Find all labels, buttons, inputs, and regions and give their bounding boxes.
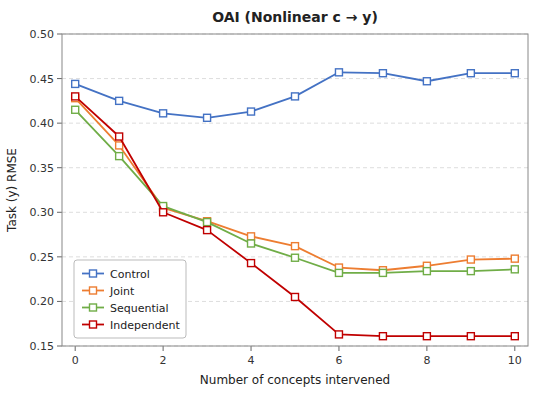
series-marker bbox=[467, 268, 474, 275]
y-tick bbox=[57, 256, 62, 257]
background bbox=[0, 0, 544, 396]
y-tick bbox=[57, 346, 62, 347]
series-marker bbox=[335, 269, 342, 276]
legend-marker bbox=[90, 304, 97, 311]
x-tick-label: 10 bbox=[508, 354, 522, 367]
y-tick bbox=[57, 34, 62, 35]
legend-label: Independent bbox=[110, 319, 180, 332]
x-tick bbox=[426, 346, 427, 351]
grid bbox=[62, 34, 528, 346]
series-marker bbox=[335, 69, 342, 76]
series-marker bbox=[292, 254, 299, 261]
series-marker bbox=[292, 293, 299, 300]
legend-marker bbox=[90, 270, 97, 277]
series-line bbox=[75, 98, 515, 270]
series-marker bbox=[160, 110, 167, 117]
series-marker bbox=[116, 97, 123, 104]
y-tick-label: 0.25 bbox=[30, 251, 55, 264]
legend-label: Joint bbox=[109, 285, 135, 298]
legend-marker bbox=[90, 321, 97, 328]
series-marker bbox=[379, 269, 386, 276]
legend: Control Joint Sequential Independent bbox=[74, 260, 186, 338]
series-line bbox=[75, 72, 515, 117]
series-marker bbox=[116, 153, 123, 160]
series-marker bbox=[248, 240, 255, 247]
y-tick-label: 0.45 bbox=[30, 73, 55, 86]
y-tick bbox=[57, 123, 62, 124]
legend-marker bbox=[90, 287, 97, 294]
series-marker bbox=[423, 333, 430, 340]
legend-box bbox=[74, 260, 186, 338]
series-marker bbox=[204, 218, 211, 225]
x-axis-label: Number of concepts intervened bbox=[200, 373, 390, 387]
series-marker bbox=[292, 93, 299, 100]
series-marker bbox=[467, 333, 474, 340]
series-marker bbox=[160, 209, 167, 216]
y-axis-label: Task (y) RMSE bbox=[5, 148, 19, 233]
x-tick-label: 8 bbox=[423, 354, 430, 367]
x-tick-label: 0 bbox=[72, 354, 79, 367]
series-line bbox=[75, 110, 515, 273]
y-tick bbox=[57, 212, 62, 213]
data-area bbox=[72, 69, 519, 340]
grid-line bbox=[62, 212, 528, 213]
series-marker bbox=[72, 93, 79, 100]
series-marker bbox=[204, 227, 211, 234]
legend-label: Sequential bbox=[110, 302, 169, 315]
x-tick bbox=[163, 346, 164, 351]
x-tick-label: 4 bbox=[248, 354, 255, 367]
series-marker bbox=[423, 268, 430, 275]
series-marker bbox=[204, 219, 211, 226]
x-tick bbox=[75, 346, 76, 351]
x-tick bbox=[251, 346, 252, 351]
y-tick bbox=[57, 78, 62, 79]
series-marker bbox=[72, 80, 79, 87]
y-tick bbox=[57, 301, 62, 302]
x-tick-label: 6 bbox=[335, 354, 342, 367]
series-marker bbox=[292, 243, 299, 250]
series-marker bbox=[511, 333, 518, 340]
y-tick-label: 0.30 bbox=[30, 206, 55, 219]
y-tick-label: 0.50 bbox=[30, 28, 55, 41]
title: OAI (Nonlinear c → y) bbox=[212, 9, 378, 25]
y-tick-label: 0.40 bbox=[30, 117, 55, 130]
series-marker bbox=[248, 260, 255, 267]
plot-frame bbox=[62, 34, 528, 346]
series-marker bbox=[72, 106, 79, 113]
x-tick-label: 2 bbox=[160, 354, 167, 367]
grid-line bbox=[62, 123, 528, 124]
series-marker bbox=[379, 333, 386, 340]
series-marker bbox=[116, 133, 123, 140]
y-tick-label: 0.35 bbox=[30, 162, 55, 175]
series-marker bbox=[511, 70, 518, 77]
y-tick-label: 0.20 bbox=[30, 295, 55, 308]
series-marker bbox=[248, 108, 255, 115]
series-marker bbox=[467, 256, 474, 263]
x-tick bbox=[514, 346, 515, 351]
grid-line bbox=[62, 167, 528, 168]
grid-line bbox=[62, 78, 528, 79]
legend-label: Control bbox=[110, 268, 150, 281]
series-marker bbox=[379, 70, 386, 77]
y-tick-label: 0.15 bbox=[30, 340, 55, 353]
series-marker bbox=[511, 255, 518, 262]
series-marker bbox=[248, 233, 255, 240]
series-marker bbox=[511, 266, 518, 273]
x-tick bbox=[338, 346, 339, 351]
series-marker bbox=[335, 331, 342, 338]
series-marker bbox=[116, 142, 123, 149]
series-marker bbox=[423, 78, 430, 85]
y-tick bbox=[57, 167, 62, 168]
series-marker bbox=[204, 114, 211, 121]
series-marker bbox=[467, 70, 474, 77]
